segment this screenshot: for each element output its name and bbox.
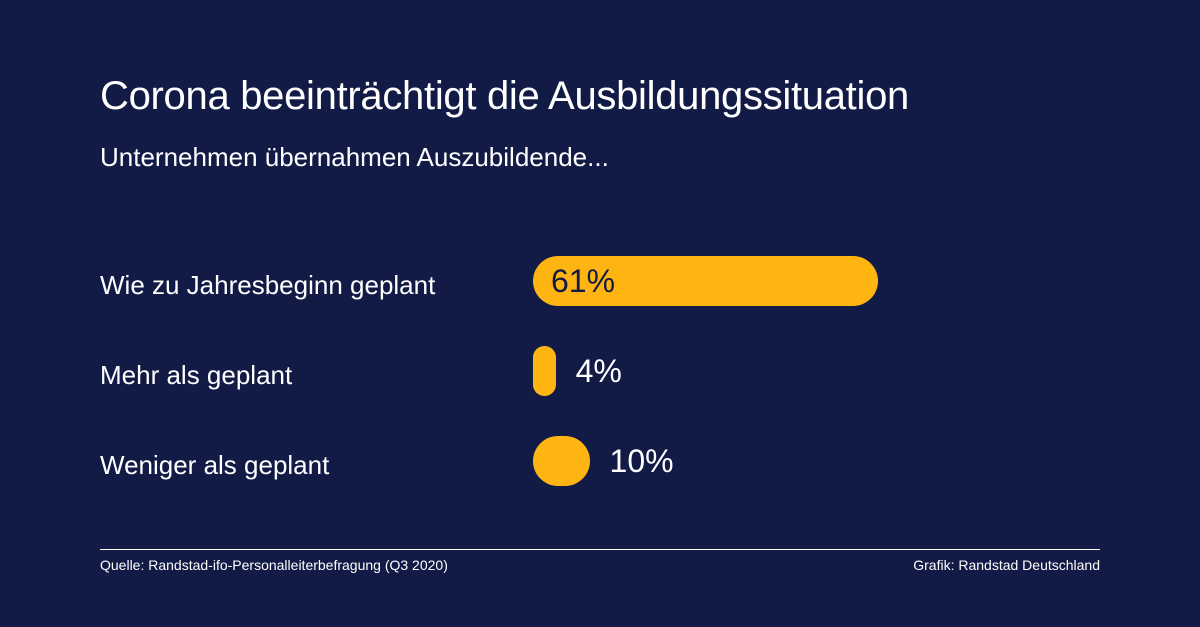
bar — [533, 436, 590, 486]
source-note: Quelle: Randstad-ifo-Personalleiterbefra… — [100, 557, 448, 573]
value-label: 10% — [609, 443, 674, 479]
category-label: Weniger als geplant — [100, 450, 330, 480]
chart-title: Corona beeinträchtigt die Ausbildungssit… — [100, 74, 909, 118]
value-label: 61% — [551, 263, 616, 299]
chart-subtitle: Unternehmen übernahmen Auszubildende... — [100, 142, 609, 172]
category-label: Wie zu Jahresbeginn geplant — [100, 270, 436, 300]
value-label: 4% — [575, 353, 622, 389]
graphic-credit: Grafik: Randstad Deutschland — [913, 557, 1100, 573]
footer-divider — [100, 549, 1100, 550]
category-label: Mehr als geplant — [100, 360, 293, 390]
bar — [533, 346, 556, 396]
bar — [533, 256, 878, 306]
